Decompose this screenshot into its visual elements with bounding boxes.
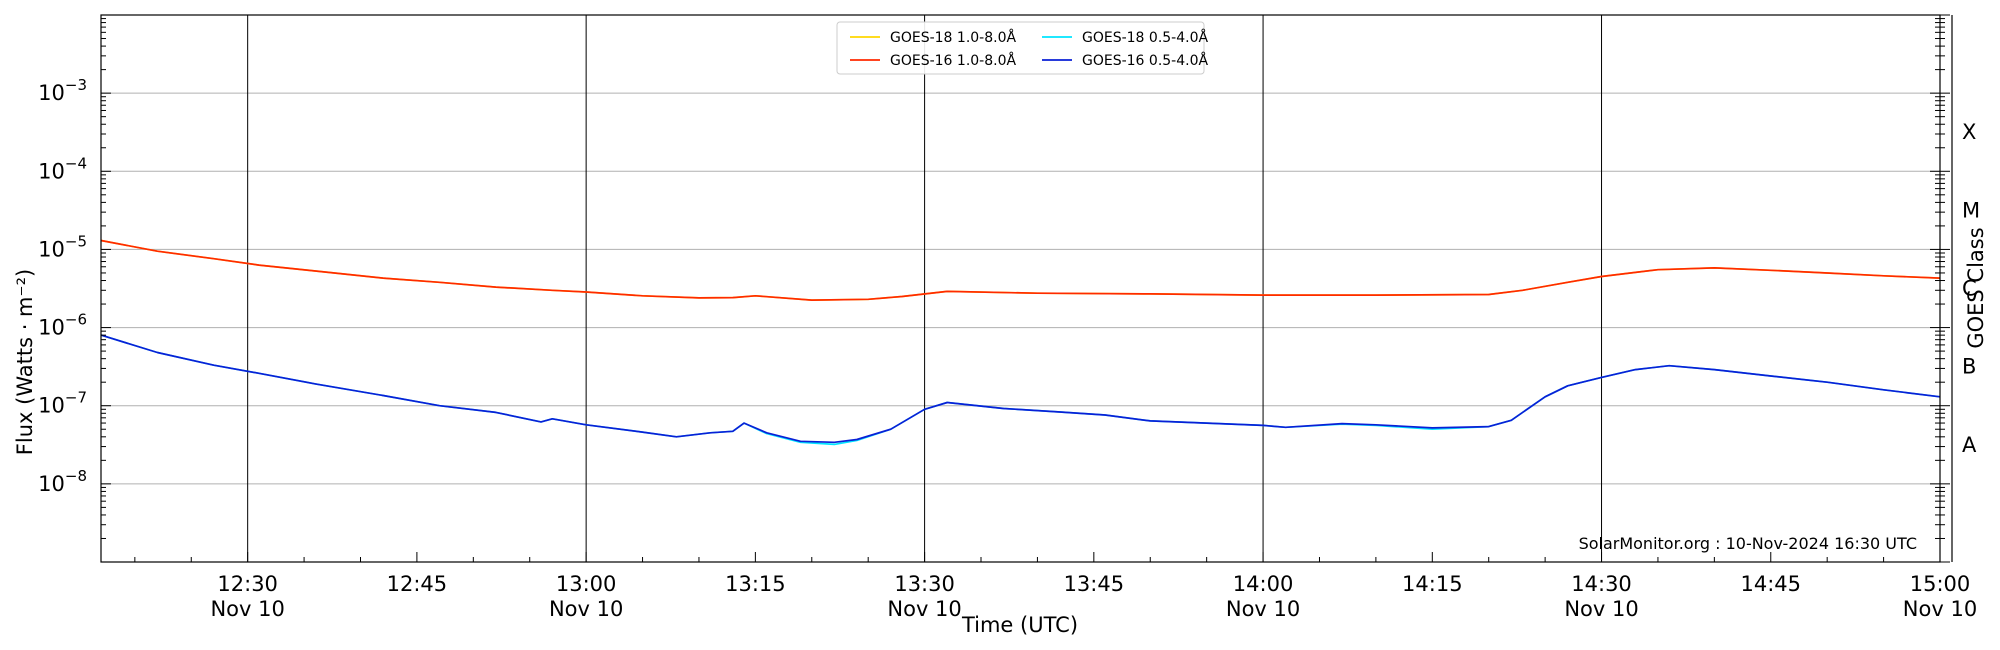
x-tick-label: 12:45 [387, 572, 448, 596]
series-line [100, 239, 1941, 301]
legend-label: GOES-18 1.0-8.0Å [890, 29, 1016, 46]
x-tick-label: 13:15 [725, 572, 786, 596]
goes-class-label: B [1962, 355, 1976, 379]
y-axis-title: Flux (Watts · m⁻²) [13, 269, 37, 455]
legend-label: GOES-16 1.0-8.0Å [890, 52, 1016, 69]
plot-frame [100, 14, 1941, 563]
credit-text: SolarMonitor.org : 10-Nov-2024 16:30 UTC [1579, 534, 1917, 553]
legend-box [836, 21, 1205, 75]
goes-class-label: M [1962, 198, 1980, 222]
x-tick-label: 12:30 [217, 572, 278, 596]
x-tick-date-label: Nov 10 [210, 597, 284, 621]
x-tick-label: 14:45 [1741, 572, 1802, 596]
x-tick-date-label: Nov 10 [1564, 597, 1638, 621]
goes-class-label: A [1962, 433, 1977, 457]
x-tick-label: 15:00 [1910, 572, 1971, 596]
legend-label: GOES-18 0.5-4.0Å [1082, 29, 1208, 46]
tick-layer [101, 14, 1953, 563]
y-tick-label: 10−4 [38, 154, 87, 183]
series-layer [100, 239, 1941, 446]
x-axis-title: Time (UTC) [961, 613, 1078, 637]
x-tick-date-label: Nov 10 [887, 597, 961, 621]
y-tick-label: 10−6 [38, 311, 87, 340]
grid-layer [101, 15, 1941, 562]
x-tick-label: 13:00 [556, 572, 617, 596]
x-tick-label: 14:00 [1233, 572, 1294, 596]
goes-class-axis-title: GOES Class [1964, 227, 1988, 348]
series-line [100, 334, 1941, 444]
x-tick-date-label: Nov 10 [549, 597, 623, 621]
y-tick-label: 10−3 [38, 76, 87, 105]
x-tick-date-label: Nov 10 [1226, 597, 1300, 621]
legend: GOES-18 1.0-8.0Å GOES-16 1.0-8.0Å GOES-18 … [836, 21, 1208, 75]
y-tick-label: 10−5 [38, 232, 87, 261]
x-tick-label: 13:30 [894, 572, 955, 596]
y-tick-label: 10−7 [38, 389, 87, 418]
x-tick-label: 14:15 [1402, 572, 1463, 596]
goes-class-label: X [1962, 120, 1976, 144]
goes-class-label: C [1962, 277, 1977, 301]
x-tick-date-label: Nov 10 [1903, 597, 1977, 621]
x-tick-label: 14:30 [1571, 572, 1632, 596]
legend-label: GOES-16 0.5-4.0Å [1082, 52, 1208, 69]
x-tick-label: 13:45 [1064, 572, 1125, 596]
y-tick-label: 10−8 [38, 467, 87, 496]
series-line [100, 334, 1941, 446]
